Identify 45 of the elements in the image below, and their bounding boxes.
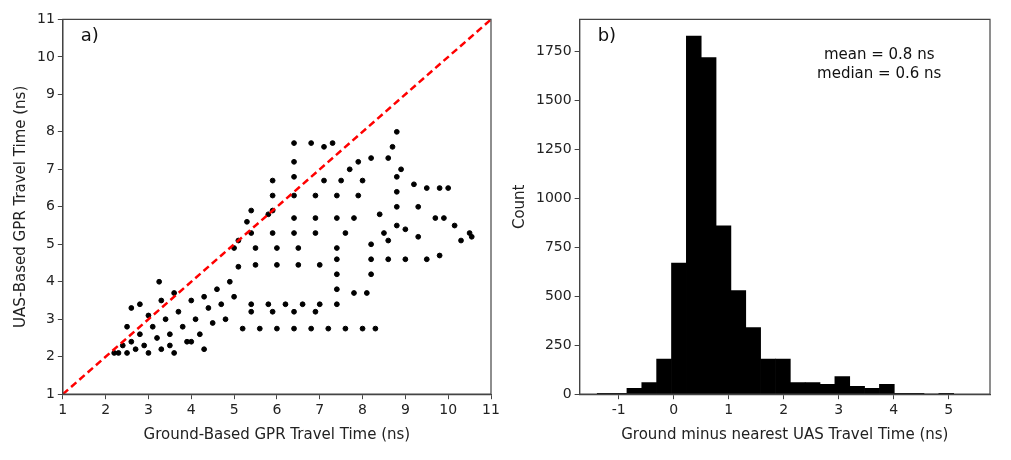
x-tick-label: 7 bbox=[315, 401, 325, 418]
y-tick-label: 1 bbox=[45, 384, 55, 401]
x-tick-label: 5 bbox=[944, 401, 954, 418]
annotation: b) bbox=[597, 24, 617, 46]
y-tick-label: 2 bbox=[45, 347, 55, 364]
x-axis-title: Ground-Based GPR Travel Time (ns) bbox=[143, 424, 411, 443]
x-tick-label: 6 bbox=[272, 401, 282, 418]
y-tick-label: 750 bbox=[544, 238, 572, 255]
y-tick-label: 3 bbox=[45, 309, 55, 326]
y-tick-label: 1500 bbox=[535, 91, 572, 108]
x-axis-title: Ground minus nearest UAS Travel Time (ns) bbox=[621, 424, 949, 443]
y-axis-title: Count bbox=[509, 184, 528, 230]
y-tick-label: 7 bbox=[45, 159, 55, 176]
x-tick-label: 4 bbox=[889, 401, 899, 418]
y-tick-label: 1000 bbox=[535, 189, 572, 206]
annotation: median = 0.6 ns bbox=[817, 63, 942, 82]
y-tick-label: 10 bbox=[36, 47, 55, 64]
x-tick-label: 9 bbox=[400, 401, 410, 418]
x-tick-label: 3 bbox=[834, 401, 844, 418]
y-tick-label: 1750 bbox=[535, 42, 572, 59]
y-tick-label: 5 bbox=[45, 234, 55, 251]
x-tick-label: 2 bbox=[101, 401, 111, 418]
x-tick-label: 2 bbox=[779, 401, 789, 418]
y-tick-label: 8 bbox=[45, 122, 55, 139]
y-tick-label: 4 bbox=[45, 272, 55, 289]
x-tick-label: 8 bbox=[358, 401, 368, 418]
x-tick-label: 10 bbox=[439, 401, 458, 418]
y-tick-label: 9 bbox=[45, 85, 55, 101]
annotation: a) bbox=[80, 24, 99, 46]
x-tick-label: 5 bbox=[229, 401, 239, 418]
y-axis-title: UAS-Based GPR Travel Time (ns) bbox=[10, 85, 29, 328]
x-tick-label: 0 bbox=[669, 401, 679, 418]
x-tick-label: -1 bbox=[611, 401, 626, 418]
y-tick-label: 6 bbox=[45, 197, 55, 214]
annotation: mean = 0.8 ns bbox=[823, 44, 935, 63]
x-tick-label: 4 bbox=[186, 401, 196, 418]
x-tick-label: 1 bbox=[724, 401, 734, 418]
y-tick-label: 1250 bbox=[535, 140, 572, 157]
y-tick-label: 11 bbox=[36, 10, 55, 27]
x-tick-label: 11 bbox=[482, 401, 500, 418]
x-tick-label: 3 bbox=[143, 401, 153, 418]
y-tick-label: 250 bbox=[544, 335, 572, 352]
y-tick-label: 0 bbox=[562, 384, 572, 401]
x-tick-label: 1 bbox=[58, 401, 68, 418]
y-tick-label: 500 bbox=[544, 286, 572, 303]
